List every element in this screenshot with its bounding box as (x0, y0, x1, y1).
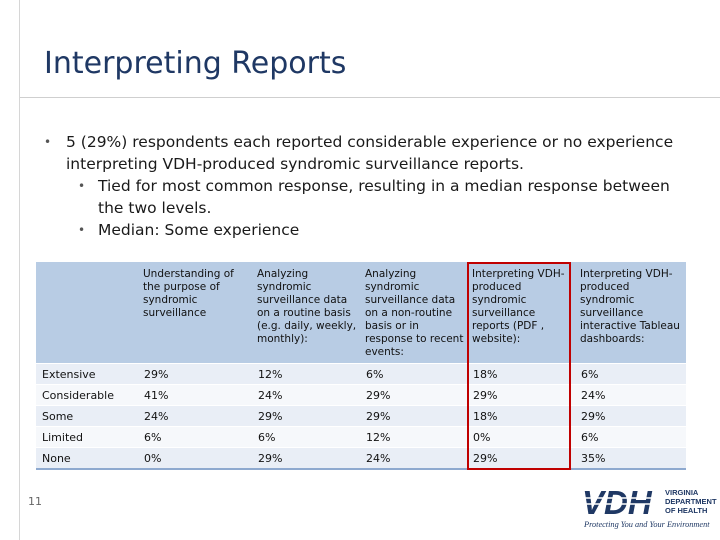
slide-title: Interpreting Reports (44, 46, 347, 81)
table-cell: 35% (575, 447, 686, 470)
bullet-sub-2: • Median: Some experience (44, 219, 684, 241)
logo-wordmark: VDH (582, 484, 653, 521)
table-cell: 24% (575, 384, 686, 406)
table-cell: 18% (467, 405, 575, 427)
table-row: None 0% 29% 24% 29% 35% (36, 447, 686, 470)
header-cell: Understanding of the purpose of syndromi… (138, 262, 252, 364)
table-cell: 29% (138, 363, 252, 385)
row-label: Extensive (36, 363, 138, 385)
table-cell: 12% (360, 426, 467, 448)
table-cell: 29% (360, 384, 467, 406)
table-header-row: Understanding of the purpose of syndromi… (36, 262, 686, 364)
bullet-sub-1: • Tied for most common response, resulti… (44, 175, 684, 219)
table-cell: 0% (138, 447, 252, 470)
bullet-main-text: 5 (29%) respondents each reported consid… (66, 133, 674, 173)
left-margin-rule (19, 0, 20, 540)
table-row: Some 24% 29% 29% 18% 29% (36, 405, 686, 427)
table-cell: 0% (467, 426, 575, 448)
table-cell: 6% (252, 426, 360, 448)
table-cell: 18% (467, 363, 575, 385)
vdh-logo: VDH VIRGINIA DEPARTMENT OF HEALTH Protec… (578, 480, 718, 536)
table-cell: 6% (575, 363, 686, 385)
table-cell: 6% (360, 363, 467, 385)
table-cell: 29% (252, 405, 360, 427)
table-cell: 29% (252, 447, 360, 470)
logo-background (578, 480, 718, 536)
table-row: Considerable 41% 24% 29% 29% 24% (36, 384, 686, 406)
table-cell: 24% (138, 405, 252, 427)
table-cell: 6% (575, 426, 686, 448)
row-label: Considerable (36, 384, 138, 406)
bullet-dot-icon: • (44, 135, 52, 149)
table-cell: 24% (252, 384, 360, 406)
row-label: None (36, 447, 138, 470)
logo-line-2: DEPARTMENT (665, 497, 717, 506)
header-cell-empty (36, 262, 138, 364)
bullet-dot-icon: • (78, 179, 86, 193)
page-number: 11 (28, 495, 42, 508)
header-cell: Analyzing syndromic surveillance data on… (252, 262, 360, 364)
table-row: Extensive 29% 12% 6% 18% 6% (36, 363, 686, 385)
logo-line-1: VIRGINIA (665, 488, 699, 497)
table-cell: 6% (138, 426, 252, 448)
table-cell: 29% (575, 405, 686, 427)
row-label: Some (36, 405, 138, 427)
title-divider (20, 97, 720, 98)
logo-tagline: Protecting You and Your Environment (583, 520, 710, 529)
table-cell: 41% (138, 384, 252, 406)
logo-line-3: OF HEALTH (665, 506, 707, 515)
table-cell: 12% (252, 363, 360, 385)
bullet-dot-icon: • (78, 223, 86, 237)
header-cell: Interpreting VDH-produced syndromic surv… (575, 262, 686, 364)
bullet-sub-1-text: Tied for most common response, resulting… (98, 177, 670, 217)
table-cell: 29% (360, 405, 467, 427)
header-cell: Interpreting VDH-produced syndromic surv… (467, 262, 575, 364)
table-cell: 29% (467, 384, 575, 406)
header-cell: Analyzing syndromic surveillance data on… (360, 262, 467, 364)
bullet-list: • 5 (29%) respondents each reported cons… (44, 131, 684, 241)
table-row: Limited 6% 6% 12% 0% 6% (36, 426, 686, 448)
bullet-main: • 5 (29%) respondents each reported cons… (44, 131, 684, 175)
experience-table: Understanding of the purpose of syndromi… (36, 262, 686, 470)
row-label: Limited (36, 426, 138, 448)
bullet-sub-2-text: Median: Some experience (98, 221, 300, 239)
table-cell: 29% (467, 447, 575, 470)
table-cell: 24% (360, 447, 467, 470)
